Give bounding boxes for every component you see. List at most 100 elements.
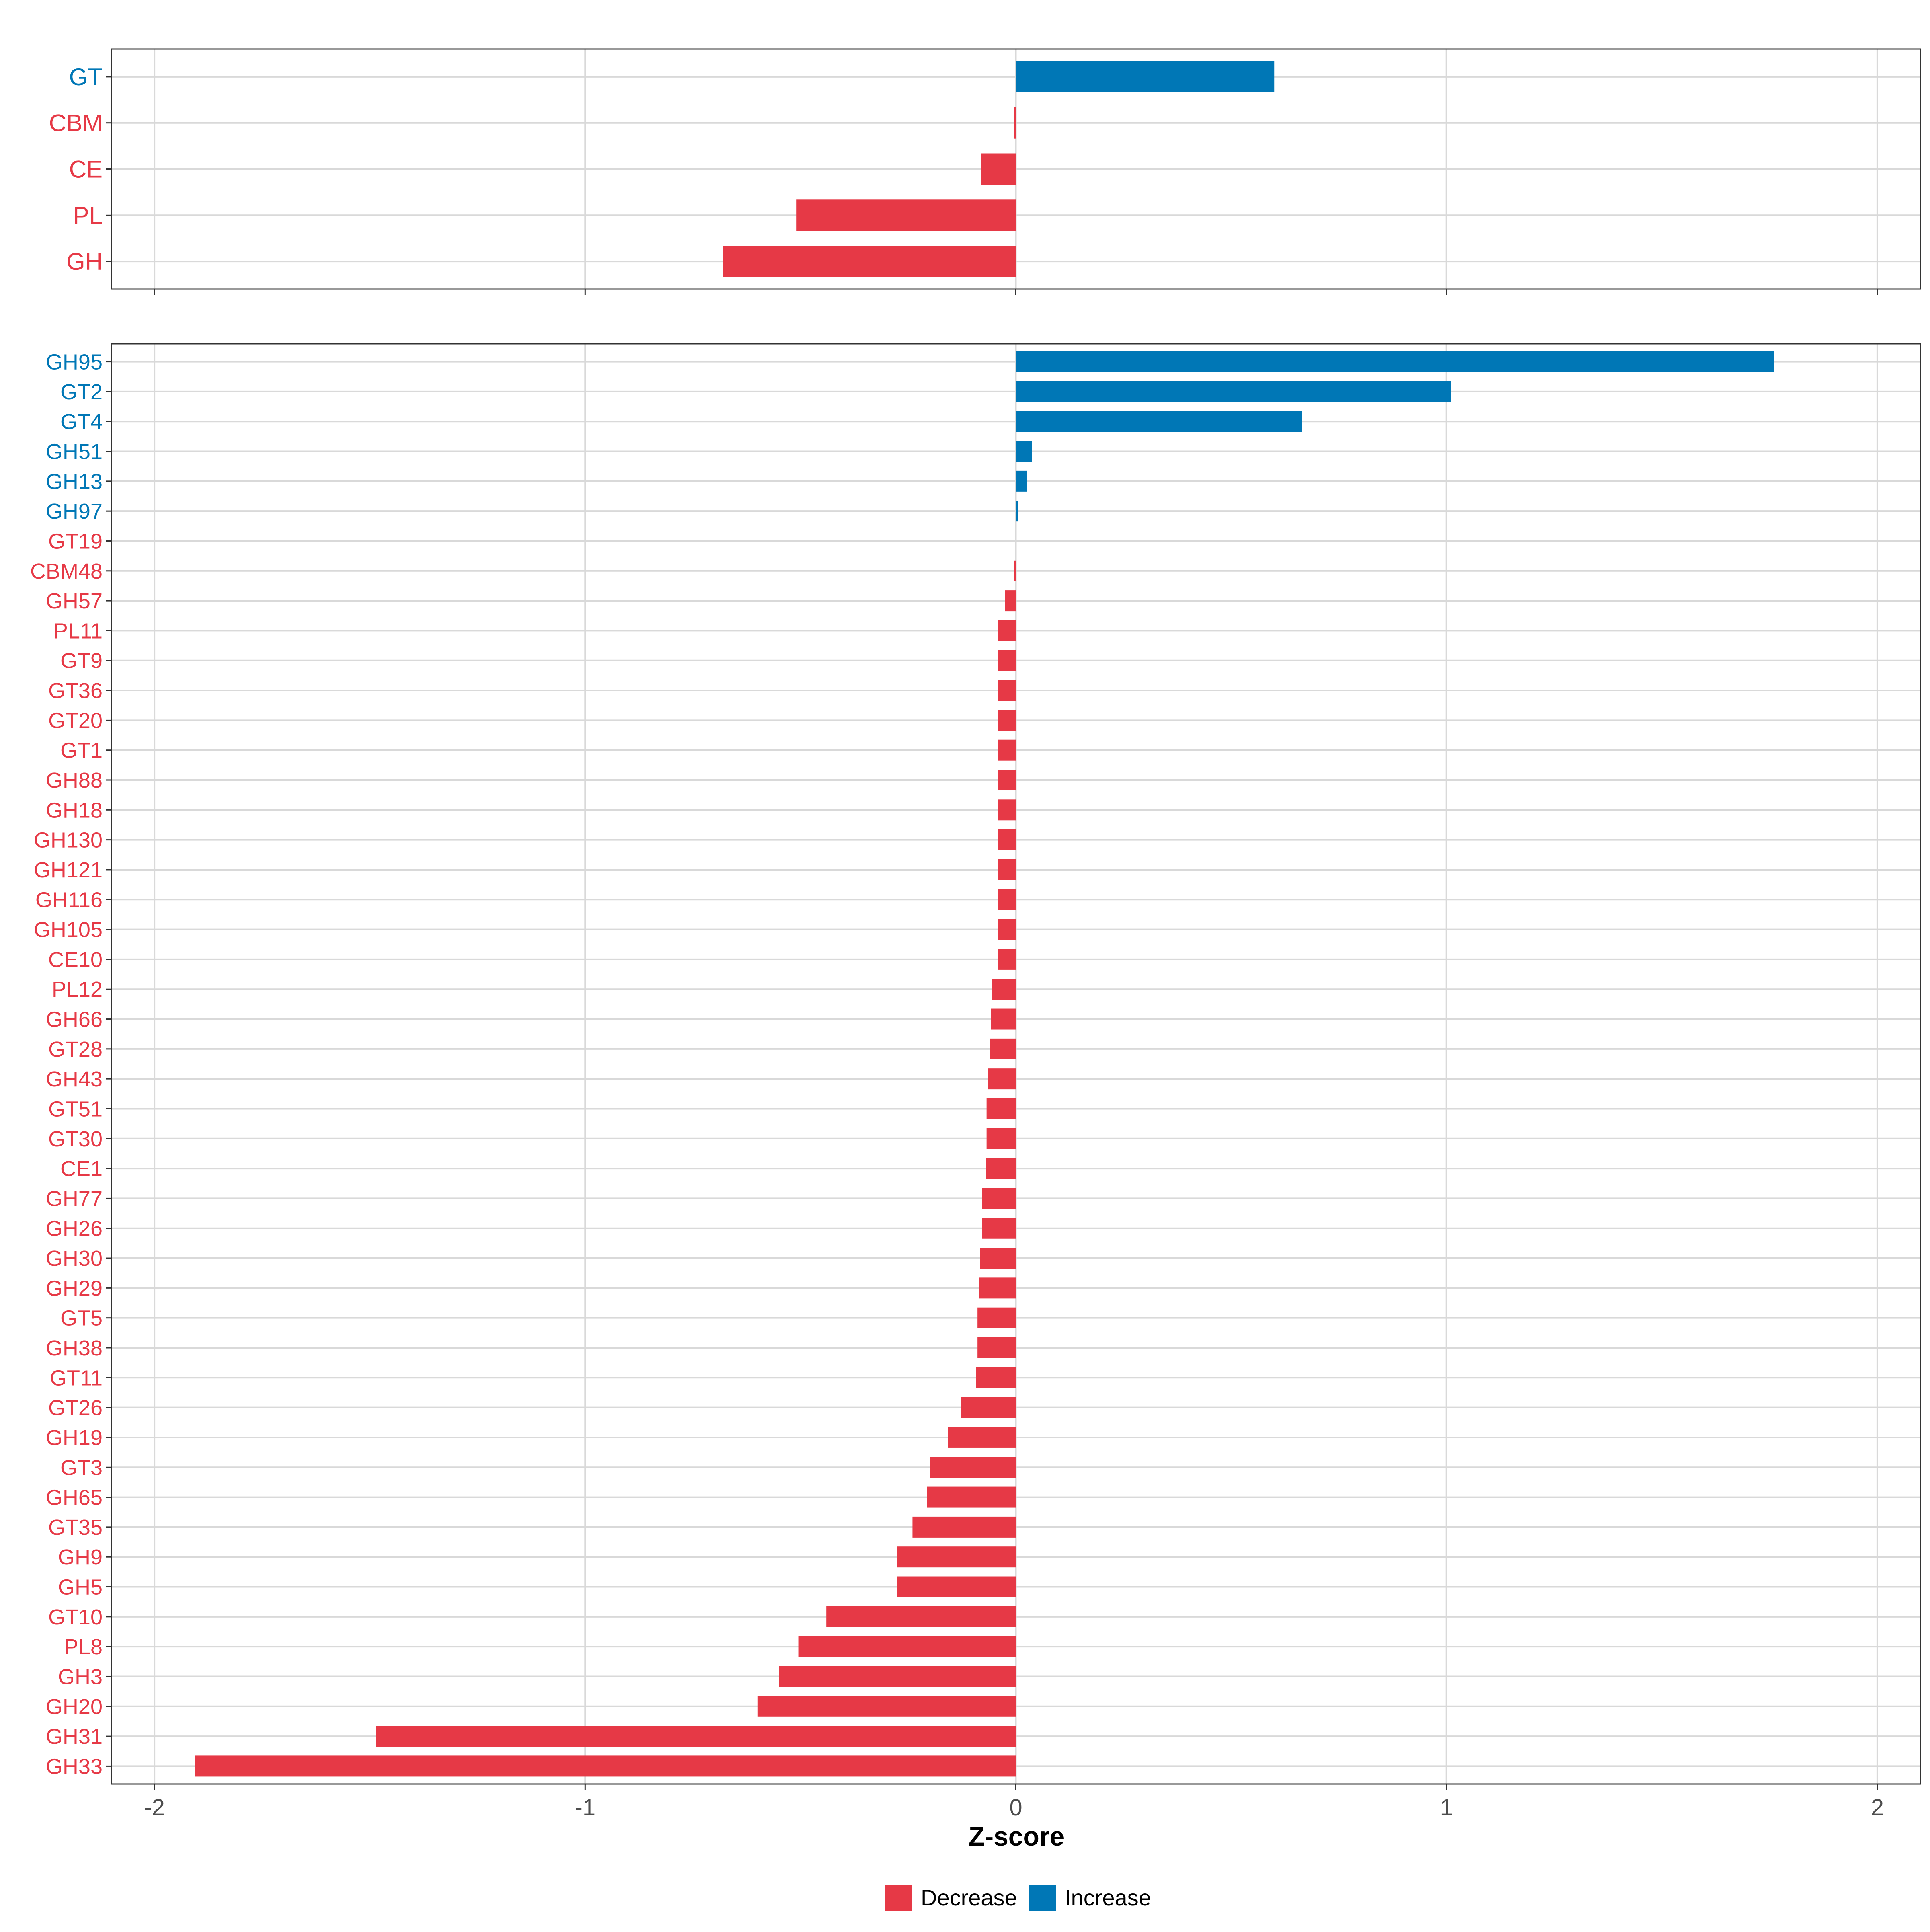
y-tick-label-gh19: GH19 bbox=[46, 1426, 103, 1450]
bar-pl12 bbox=[992, 979, 1016, 1000]
x-tick-label-2: 0 bbox=[1009, 1794, 1022, 1821]
bar-ce bbox=[981, 153, 1016, 185]
y-tick-label-gt20: GT20 bbox=[48, 708, 103, 733]
bar-gh88 bbox=[998, 770, 1016, 791]
bar-gt51 bbox=[986, 1098, 1016, 1119]
y-tick-label-gh38: GH38 bbox=[46, 1336, 103, 1360]
y-tick-label-pl12: PL12 bbox=[52, 977, 103, 1002]
y-tick-label-gh66: GH66 bbox=[46, 1008, 103, 1032]
y-tick-label-gh9: GH9 bbox=[58, 1545, 103, 1569]
y-tick-label-gt28: GT28 bbox=[48, 1037, 103, 1061]
bar-gt20 bbox=[998, 710, 1016, 731]
y-tick-label-gh95: GH95 bbox=[46, 350, 103, 374]
y-tick-label-gt36: GT36 bbox=[48, 679, 103, 703]
y-tick-label-gt: GT bbox=[69, 64, 103, 90]
y-tick-label-gh116: GH116 bbox=[35, 888, 103, 912]
y-tick-label-gh26: GH26 bbox=[46, 1217, 103, 1241]
bar-gh43 bbox=[988, 1068, 1016, 1090]
y-tick-label-gh65: GH65 bbox=[46, 1486, 103, 1510]
y-tick-label-gh3: GH3 bbox=[58, 1665, 103, 1689]
y-tick-label-ce: CE bbox=[69, 156, 103, 183]
bar-gt10 bbox=[826, 1606, 1016, 1627]
y-tick-label-gt1: GT1 bbox=[60, 739, 103, 763]
bar-gh33 bbox=[195, 1755, 1016, 1777]
y-tick-label-gt19: GT19 bbox=[48, 529, 103, 553]
y-tick-label-gh5: GH5 bbox=[58, 1575, 103, 1599]
bar-gh116 bbox=[998, 889, 1016, 910]
x-axis-title: Z-score bbox=[969, 1821, 1064, 1851]
bar-gt26 bbox=[961, 1397, 1016, 1418]
bar-gh97 bbox=[1016, 501, 1018, 522]
bar-gh51 bbox=[1016, 441, 1032, 462]
y-tick-label-gt2: GT2 bbox=[60, 380, 103, 404]
y-tick-label-gh88: GH88 bbox=[46, 768, 103, 793]
y-tick-label-gh77: GH77 bbox=[46, 1187, 103, 1211]
panel-top: GT CBM CE PL GH bbox=[49, 48, 1921, 295]
bar-gh105 bbox=[998, 919, 1016, 940]
y-tick-label-gh33: GH33 bbox=[46, 1754, 103, 1778]
y-tick-label-gh18: GH18 bbox=[46, 798, 103, 822]
bar-gt1 bbox=[998, 739, 1016, 761]
bar-ce10 bbox=[998, 949, 1016, 970]
bar-gh9 bbox=[897, 1546, 1016, 1568]
bar-gh95 bbox=[1016, 351, 1774, 372]
bar-gt3 bbox=[930, 1457, 1016, 1478]
bar-gh31 bbox=[376, 1726, 1016, 1747]
y-tick-label-gt51: GT51 bbox=[48, 1097, 103, 1121]
y-tick-label-gt30: GT30 bbox=[48, 1127, 103, 1151]
y-tick-label-gt4: GT4 bbox=[60, 410, 103, 434]
y-tick-label-gh20: GH20 bbox=[46, 1695, 103, 1719]
bar-gh5 bbox=[897, 1576, 1016, 1597]
bar-gh57 bbox=[1005, 590, 1016, 612]
y-tick-label-gh130: GH130 bbox=[34, 828, 103, 852]
bar-gh26 bbox=[982, 1218, 1016, 1239]
y-tick-label-gh29: GH29 bbox=[46, 1276, 103, 1300]
bar-ce1 bbox=[986, 1158, 1016, 1179]
x-tick-label-3: 1 bbox=[1440, 1794, 1453, 1821]
y-tick-label-pl: PL bbox=[73, 202, 103, 229]
y-tick-label-gh31: GH31 bbox=[46, 1725, 103, 1749]
y-tick-label-gh13: GH13 bbox=[46, 470, 103, 494]
bar-gh3 bbox=[779, 1666, 1016, 1687]
bar-gh30 bbox=[980, 1248, 1016, 1269]
bar-gt bbox=[1016, 61, 1275, 92]
x-tick-label-1: -1 bbox=[575, 1794, 596, 1821]
bar-gh19 bbox=[948, 1427, 1016, 1448]
bar-pl8 bbox=[798, 1636, 1016, 1657]
y-tick-label-pl8: PL8 bbox=[64, 1635, 103, 1659]
legend-key-decrease bbox=[885, 1885, 912, 1911]
y-tick-label-cbm48: CBM48 bbox=[30, 559, 103, 583]
bar-gt36 bbox=[998, 680, 1016, 701]
bar-gt5 bbox=[977, 1307, 1016, 1328]
bar-gh29 bbox=[979, 1277, 1016, 1299]
bar-gt30 bbox=[986, 1128, 1016, 1149]
bar-gh38 bbox=[977, 1337, 1016, 1358]
panel-bottom: GH95GT2GT4GH51GH13GH97GT19CBM48GH57PL11G… bbox=[30, 343, 1921, 1821]
y-tick-label-gh121: GH121 bbox=[34, 858, 103, 882]
bar-gh13 bbox=[1016, 470, 1027, 492]
bar-pl11 bbox=[998, 620, 1016, 641]
x-tick-label-4: 2 bbox=[1871, 1794, 1884, 1821]
bar-gt11 bbox=[976, 1367, 1016, 1388]
bar-pl bbox=[796, 199, 1016, 231]
y-tick-label-gt35: GT35 bbox=[48, 1515, 103, 1540]
y-tick-label-gh30: GH30 bbox=[46, 1246, 103, 1271]
y-tick-label-gh43: GH43 bbox=[46, 1067, 103, 1091]
y-tick-label-pl11: PL11 bbox=[53, 619, 103, 643]
legend-label-increase: Increase bbox=[1065, 1885, 1151, 1910]
bar-cbm bbox=[1014, 107, 1016, 139]
bar-gh18 bbox=[998, 799, 1016, 821]
legend: Decrease Increase bbox=[885, 1885, 1151, 1911]
y-tick-label-cbm: CBM bbox=[49, 110, 103, 137]
y-tick-label-gh51: GH51 bbox=[46, 440, 103, 464]
y-tick-label-gh97: GH97 bbox=[46, 499, 103, 524]
y-tick-label-ce1: CE1 bbox=[60, 1157, 103, 1181]
y-tick-label-gt5: GT5 bbox=[60, 1306, 103, 1330]
bar-gt35 bbox=[912, 1516, 1016, 1538]
y-tick-label-gt10: GT10 bbox=[48, 1605, 103, 1629]
y-tick-label-gt9: GT9 bbox=[60, 649, 103, 673]
bar-gh121 bbox=[998, 859, 1016, 880]
y-tick-label-gt3: GT3 bbox=[60, 1456, 103, 1480]
